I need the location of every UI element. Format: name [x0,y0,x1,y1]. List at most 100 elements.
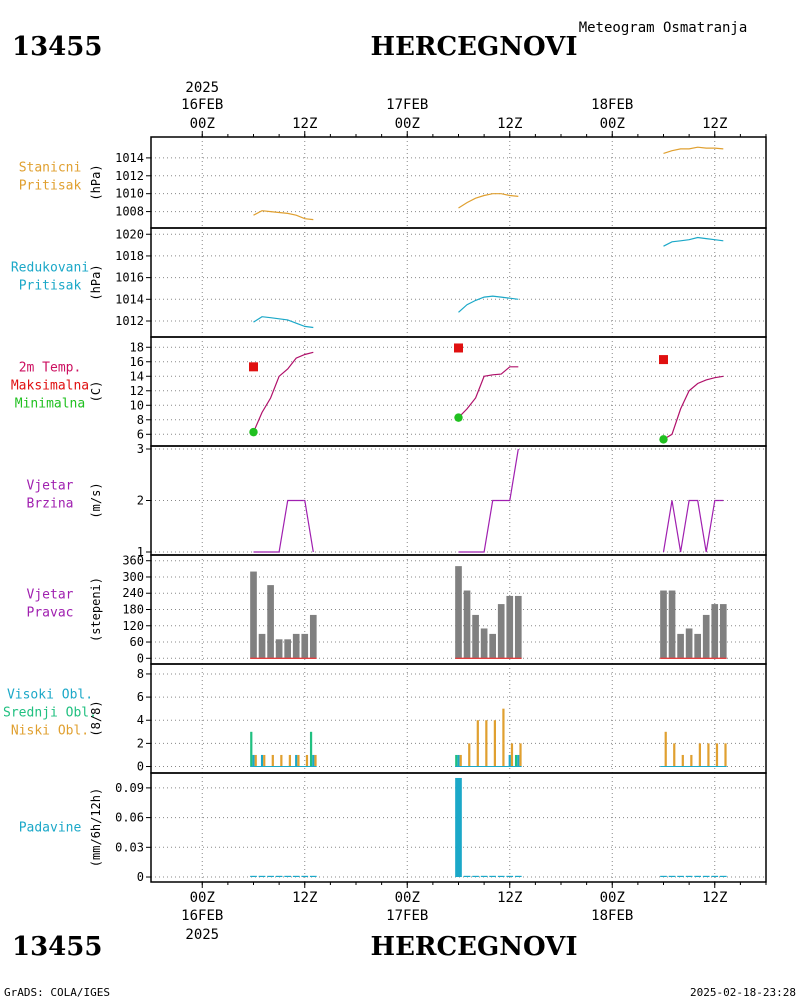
hour-label-top: 12Z [702,116,727,132]
y-tick-label: 0 [137,870,144,884]
wind-direction-bar [489,633,496,659]
year-label-top: 2025 [185,80,219,96]
wind-direction-bar [258,633,266,659]
wind-direction-bar [677,633,684,659]
panel-stanicni: 1008 1010 1012 1014 (hPa) Stanicni Pritisak [19,136,767,229]
wind-direction-bar [719,604,727,659]
series-line-temperatura [252,351,314,433]
panel-pravac: 0 60 120 180 240 300 360 (stepeni) Vjetar Pravac [27,554,767,665]
y-tick-label: 8 [137,667,144,681]
panel-label: Minimalna [15,397,85,412]
cloud-bar-niski [707,743,710,767]
y-tick-label: 120 [122,619,144,633]
precipitation-bar [463,875,471,878]
render-timestamp: 2025-02-18-23:28 [690,986,796,999]
y-tick-label: 1010 [115,187,144,201]
y-tick-label: 3 [137,442,144,456]
panel-label: Vjetar [27,479,74,494]
cloud-bar-niski [459,754,462,767]
grads-credit: GrADS: COLA/IGES [4,986,110,999]
precipitation-bar [497,875,505,878]
series-line-temperatura [458,366,519,419]
hour-label-bottom: 12Z [702,890,727,906]
series-line-redukovani [253,316,314,329]
cloud-bar-niski [724,743,727,767]
y-tick-label: 180 [122,603,144,617]
max-temp-marker [659,355,668,365]
y-axis-label: (C) [89,381,103,403]
cloud-bar-niski [698,743,701,767]
precipitation-bar [711,875,719,878]
cloud-bar-niski [485,720,488,767]
cloud-bar-visoki [508,754,511,767]
series-line-stanicni [458,193,519,209]
station-id-bottom: 13455 [12,932,102,962]
y-tick-label: 240 [122,586,144,600]
precipitation-bar [250,875,257,878]
cloud-bar-srednji [309,731,313,767]
wind-direction-bar [472,614,479,659]
hour-label-top: 00Z [600,116,625,132]
series-line-stanicni [253,210,314,221]
cloud-bar-visoki [260,754,264,767]
cloud-bar-niski [254,754,257,767]
day-label-top: 17FEB [386,97,428,113]
y-tick-label: 0.09 [115,781,144,795]
cloud-bar-visoki [295,754,298,767]
precipitation-bar [719,875,727,878]
cloud-bar-niski [280,754,283,767]
precipitation-bar [301,875,309,878]
precipitation-bar [514,875,522,878]
precipitation-bar [267,875,274,878]
year-label-bottom: 2025 [185,927,219,943]
cloud-bar-srednji [514,754,518,767]
y-tick-label: 6 [137,690,144,704]
panel-label: Niski Obl. [11,724,89,739]
wind-direction-bar [284,639,291,659]
y-tick-label: 12 [130,384,144,398]
series-line-temperatura [663,375,724,440]
wind-direction-bar [455,566,462,659]
panel-redukovani: 1012 1014 1016 1018 1020 (hPa)Redukovani Priti… [11,227,767,338]
precipitation-bar [480,875,488,878]
y-tick-label: 1014 [115,151,144,165]
series-line-brzina [253,499,314,553]
precipitation-bar [275,875,283,878]
hour-label-bottom: 12Z [497,890,522,906]
y-tick-label: 16 [130,355,144,369]
y-tick-label: 18 [130,340,144,354]
precipitation-bar [668,875,676,878]
wind-direction-bar [711,604,719,659]
panel-label: 2m Temp. [19,361,82,376]
y-tick-label: 0 [137,651,144,665]
panel-label: Padavine [19,821,82,836]
cloud-bar-niski [681,754,684,767]
hour-label-top: 00Z [395,116,420,132]
cloud-bar-niski [476,720,479,767]
wind-direction-bar [506,595,514,659]
cloud-bar-visoki [312,754,315,767]
cloud-bar-niski [715,743,719,767]
day-label-bottom: 17FEB [386,908,428,924]
panel-label: Vjetar [27,588,74,603]
wind-direction-bar [702,614,710,659]
hour-label-bottom: 12Z [292,890,317,906]
cloud-bar-niski [510,743,514,767]
wind-direction-bar [694,633,701,659]
y-tick-label: 60 [130,635,144,649]
panel-label: Pritisak [19,279,82,294]
y-tick-label: 4 [137,713,144,727]
wind-direction-bar [267,585,274,659]
wind-direction-bar [685,628,693,659]
max-temp-marker [454,343,463,353]
panel-padavine: 0 0.03 0.06 0.09 (mm/6h/12h) Padavine [19,772,767,884]
panel-label: Brzina [27,497,74,512]
wind-direction-bar [309,614,317,659]
cloud-bar-niski [288,754,291,767]
y-tick-label: 1018 [115,249,144,263]
y-tick-label: 0.03 [115,840,144,854]
panel-frame [150,772,767,883]
precipitation-bar [292,875,300,878]
day-label-top: 16FEB [181,97,223,113]
